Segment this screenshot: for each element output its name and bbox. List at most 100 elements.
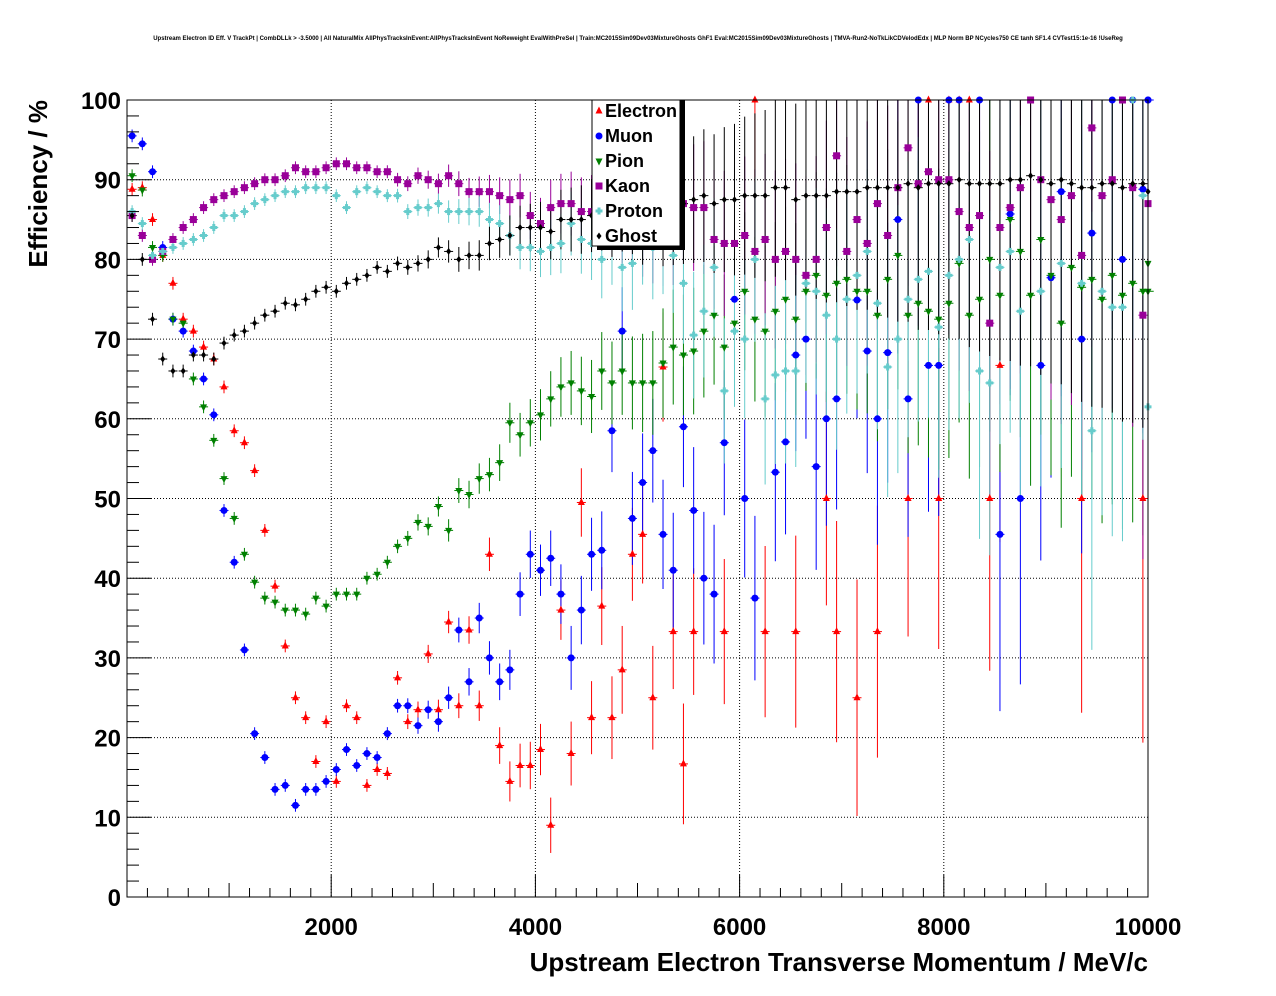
data-point-ghost	[1079, 184, 1085, 192]
data-point-proton	[935, 323, 943, 331]
data-point-kaon	[537, 220, 545, 228]
data-point-electron	[873, 627, 881, 635]
data-point-pion	[720, 344, 728, 352]
data-point-proton	[169, 243, 177, 251]
data-point-kaon	[965, 224, 973, 232]
data-point-pion	[588, 393, 596, 401]
error-bar	[1015, 100, 1025, 366]
data-point-pion	[240, 551, 248, 559]
data-point-proton	[526, 243, 534, 251]
data-point-pion	[730, 320, 738, 328]
data-point-pion	[455, 488, 463, 496]
legend-label: Kaon	[605, 176, 650, 196]
legend: Electron Muon Pion Kaon Proton Ghost	[591, 99, 685, 250]
data-point-kaon	[1129, 184, 1137, 192]
data-point-proton	[598, 255, 606, 263]
data-point-ghost	[548, 228, 554, 236]
data-point-kaon	[741, 231, 749, 239]
data-point-kaon	[434, 180, 442, 188]
data-point-kaon	[149, 255, 157, 263]
data-point-muon	[884, 349, 892, 357]
error-bar	[1046, 100, 1056, 384]
data-point-muon	[639, 479, 647, 487]
data-point-ghost	[783, 184, 789, 192]
legend-label: Proton	[605, 201, 663, 221]
data-point-kaon	[567, 200, 575, 208]
x-tick-label: 2000	[305, 914, 358, 941]
data-point-pion	[557, 384, 565, 392]
data-point-ghost	[1028, 172, 1034, 180]
data-point-kaon	[730, 239, 738, 247]
data-point-pion	[363, 575, 371, 583]
data-point-proton	[159, 247, 167, 255]
data-point-ghost	[446, 247, 452, 255]
data-point-kaon	[343, 160, 351, 168]
data-point-electron	[761, 627, 769, 635]
data-point-kaon	[506, 196, 514, 204]
data-point-kaon	[220, 192, 228, 200]
data-point-muon	[782, 438, 790, 446]
data-point-proton	[230, 212, 238, 220]
data-point-muon	[1016, 495, 1024, 502]
data-point-electron	[588, 713, 596, 721]
data-point-proton	[210, 224, 218, 232]
data-point-pion	[904, 312, 912, 320]
data-point-kaon	[996, 224, 1004, 232]
data-point-proton	[179, 239, 187, 247]
data-point-muon	[720, 439, 728, 447]
data-point-muon	[302, 785, 310, 793]
data-point-pion	[312, 595, 320, 603]
data-point-pion	[404, 535, 412, 543]
data-point-ghost	[527, 224, 533, 232]
x-tick-label: 4000	[509, 914, 562, 941]
data-point-pion	[863, 288, 871, 296]
data-point-electron	[751, 95, 759, 103]
legend-entry-electron: Electron	[595, 101, 677, 121]
data-point-pion	[414, 519, 422, 527]
data-point-muon	[434, 718, 442, 726]
data-point-pion	[281, 607, 289, 615]
data-point-pion	[1118, 292, 1126, 300]
data-point-muon	[1057, 188, 1065, 196]
data-point-proton	[567, 220, 575, 228]
data-point-proton	[312, 184, 320, 192]
data-point-pion	[271, 599, 279, 607]
data-point-proton	[710, 263, 718, 271]
data-point-muon	[1006, 210, 1014, 218]
data-point-proton	[577, 235, 585, 243]
data-point-kaon	[475, 188, 483, 196]
data-point-kaon	[904, 144, 912, 152]
error-bar	[1147, 100, 1154, 544]
data-point-ghost	[762, 192, 768, 200]
data-point-pion	[659, 360, 667, 368]
data-point-proton	[771, 371, 779, 379]
data-point-pion	[639, 380, 647, 388]
data-point-pion	[822, 292, 830, 300]
data-point-pion	[332, 591, 340, 599]
data-point-proton	[730, 327, 738, 335]
data-point-kaon	[373, 168, 381, 176]
data-point-kaon	[200, 204, 208, 212]
data-point-pion	[598, 368, 606, 376]
data-point-ghost	[721, 196, 727, 204]
data-point-ghost	[895, 184, 901, 192]
data-point-muon	[343, 746, 351, 754]
data-point-proton	[741, 335, 749, 343]
data-point-pion	[843, 276, 851, 284]
data-point-proton	[802, 279, 810, 287]
y-tick-label: 50	[94, 487, 121, 514]
error-bar	[1005, 100, 1015, 361]
data-point-muon	[669, 566, 677, 574]
data-point-ghost	[987, 180, 993, 188]
data-point-electron	[935, 494, 943, 501]
legend-label: Pion	[605, 151, 644, 171]
data-point-ghost	[558, 216, 564, 224]
data-point-pion	[210, 437, 218, 445]
data-point-ghost	[1007, 176, 1013, 184]
data-point-proton	[720, 387, 728, 395]
data-point-electron	[649, 693, 657, 701]
data-point-kaon	[322, 164, 330, 172]
data-point-pion	[873, 312, 881, 320]
y-axis-ticks: 0 10 20 30 40 50 60 70 80 90 100	[81, 88, 151, 912]
data-point-muon	[996, 530, 1004, 538]
